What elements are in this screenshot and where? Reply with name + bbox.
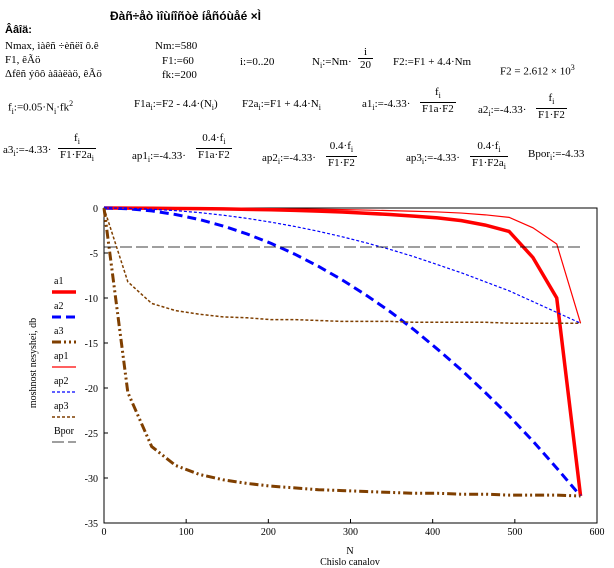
eq-range[interactable]: i:=0..20 [240, 56, 275, 68]
eq-fi[interactable]: fi:=0.05·Ni·fk2 [8, 99, 74, 116]
y-axis-label: moshnost nesyshei, db [28, 318, 39, 408]
y-tick-label: -20 [85, 384, 98, 395]
x-tick-label: 0 [102, 527, 107, 538]
x-tick-label: 400 [425, 527, 440, 538]
desc-nmax: Nmax, ìàêñ ÷èñëî ô.ê [5, 40, 99, 52]
y-tick-label: 0 [93, 204, 98, 215]
legend-label-bpor: Bpor [54, 426, 75, 437]
x-tick-label: 200 [261, 527, 276, 538]
eq-f1[interactable]: F1:=60 [162, 55, 194, 67]
y-tick-label: -10 [85, 294, 98, 305]
x-axis-label: N [346, 546, 353, 557]
eq-a2[interactable]: a2i:=-4.33· [478, 104, 527, 119]
eq-f2-def[interactable]: F2:=F1 + 4.4·Nm [393, 56, 472, 68]
x-tick-label: 500 [507, 527, 522, 538]
eq-ni[interactable]: Ni:=Nm· [312, 56, 352, 71]
x-tick-label: 600 [590, 527, 605, 538]
frac-a2: fi F1·F2 [536, 92, 567, 122]
legend-label-a2: a2 [54, 301, 63, 312]
worksheet-title: Ðàñ÷åò ìîùíîñòè íåñóùåé ×Ì [110, 9, 261, 23]
desc-f1: F1, êÃö [5, 54, 41, 66]
legend-label-ap1: ap1 [54, 351, 68, 362]
x-axis-sublabel: Chislo canalov [320, 557, 380, 568]
y-tick-label: -25 [85, 429, 98, 440]
eq-ap2[interactable]: ap2i:=-4.33· [262, 152, 316, 167]
frac-ap2: 0.4·fi F1·F2 [326, 140, 357, 170]
legend-label-ap3: ap3 [54, 401, 68, 412]
x-tick-label: 100 [179, 527, 194, 538]
eq-a3[interactable]: a3i:=-4.33· [3, 144, 52, 159]
series-a3-line [102, 207, 581, 498]
frac-a1: fi F1a·F2 [420, 86, 456, 116]
y-tick-label: -5 [90, 249, 98, 260]
y-tick-label: -30 [85, 474, 98, 485]
frac-ap1: 0.4·fi F1a·F2 [196, 132, 232, 162]
desc-dfk: Δfêñ ýôô àâàëàö, êÃö [5, 68, 102, 80]
legend-label-a3: a3 [54, 326, 63, 337]
frac-a3: fi F1·F2ai [58, 132, 97, 164]
eq-ap3[interactable]: ap3i:=-4.33· [406, 152, 460, 167]
x-tick-label: 300 [343, 527, 358, 538]
legend-label-a1: a1 [54, 276, 63, 287]
eq-bpor[interactable]: Bpori:=-4.33 [528, 148, 585, 163]
series-ap1-line [103, 207, 582, 324]
input-section-label: Ââîä: [5, 24, 32, 36]
frac-ap3: 0.4·fi F1·F2ai [470, 140, 509, 172]
eq-f2-value: F2 = 2.612 × 103 [500, 63, 575, 78]
eq-fk[interactable]: fk:=200 [162, 69, 197, 81]
y-tick-label: -35 [85, 519, 98, 530]
frac-ni: i 20 [358, 46, 373, 71]
series-a1-line [103, 206, 583, 497]
series-ap3-line [103, 207, 581, 324]
eq-nm[interactable]: Nm:=580 [155, 40, 198, 52]
series-ap2-line [103, 207, 581, 324]
eq-a1[interactable]: a1i:=-4.33· [362, 98, 411, 113]
eq-ap1[interactable]: ap1i:=-4.33· [132, 150, 186, 165]
y-tick-label: -15 [85, 339, 98, 350]
eq-f1a[interactable]: F1ai:=F2 - 4.4·(Ni) [134, 98, 218, 113]
series-a2-line [103, 206, 582, 497]
eq-f2a[interactable]: F2ai:=F1 + 4.4·Ni [242, 98, 321, 113]
plot-frame [103, 207, 598, 524]
legend-label-ap2: ap2 [54, 376, 68, 387]
